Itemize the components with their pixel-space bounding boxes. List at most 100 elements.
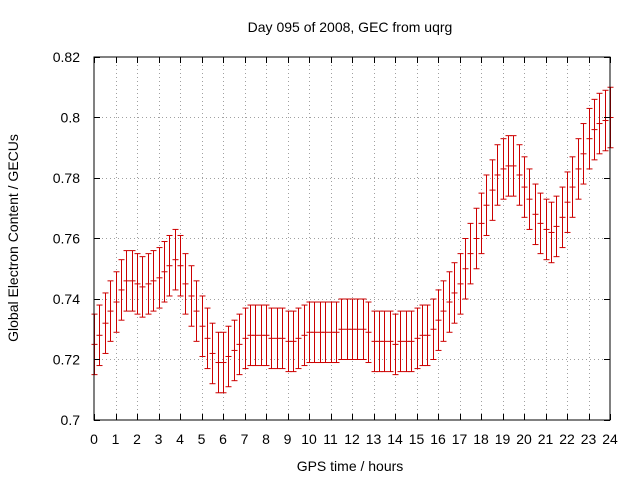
- error-bar: [435, 289, 442, 351]
- error-bar: [113, 271, 120, 333]
- error-bar: [199, 295, 206, 357]
- error-bar: [338, 298, 345, 360]
- x-tick-label: 23: [581, 431, 597, 447]
- error-bar: [139, 256, 146, 318]
- y-tick-label: 0.7: [61, 412, 81, 428]
- error-bar: [188, 265, 195, 327]
- error-bar: [236, 313, 243, 376]
- error-bar: [483, 174, 490, 236]
- error-bar: [489, 159, 496, 221]
- error-bar: [569, 156, 576, 218]
- error-bar: [182, 253, 189, 315]
- y-tick-label: 0.76: [53, 231, 80, 247]
- x-tick-label: 9: [284, 431, 292, 447]
- x-tick-label: 16: [430, 431, 446, 447]
- error-bar: [467, 222, 474, 285]
- error-bar: [311, 301, 318, 364]
- error-bar: [575, 138, 582, 200]
- error-bar: [365, 301, 372, 364]
- error-bar: [156, 247, 163, 309]
- x-tick-label: 15: [409, 431, 425, 447]
- error-bar: [102, 292, 109, 354]
- error-bar: [193, 280, 200, 342]
- error-bar: [161, 241, 168, 303]
- x-tick-label: 13: [366, 431, 382, 447]
- x-tick-label: 22: [559, 431, 575, 447]
- error-bar: [204, 307, 211, 370]
- error-bar: [510, 135, 517, 197]
- error-bar: [231, 319, 238, 382]
- error-bar: [279, 307, 286, 370]
- x-tick-label: 21: [538, 431, 554, 447]
- error-bar: [387, 310, 394, 373]
- error-bar: [440, 280, 447, 342]
- error-bar: [360, 298, 367, 360]
- error-bar: [559, 186, 566, 249]
- x-tick-label: 18: [473, 431, 489, 447]
- axis-ticks: 0 1 2 3 4 5 6 7 8 9 10 11 12 13 14 15 16 17 18 19 20 21 22 23 24…: [53, 49, 618, 447]
- x-tick-label: 19: [495, 431, 511, 447]
- x-tick-label: 11: [323, 431, 338, 447]
- error-bar: [150, 250, 157, 312]
- error-bar: [301, 304, 308, 367]
- error-bar: [494, 144, 501, 206]
- error-bar: [392, 313, 399, 376]
- error-bar: [564, 171, 571, 233]
- error-bar: [521, 156, 528, 218]
- error-bar: [268, 307, 275, 370]
- error-bar: [290, 310, 297, 373]
- error-bar: [580, 123, 587, 185]
- y-tick-label: 0.8: [61, 110, 81, 126]
- error-bar: [172, 228, 179, 291]
- error-bar: [457, 253, 464, 315]
- x-tick-label: 3: [155, 431, 163, 447]
- gec-series: [91, 86, 614, 394]
- x-tick-label: 5: [198, 431, 206, 447]
- error-bar: [263, 304, 270, 367]
- error-bar: [586, 107, 593, 170]
- y-tick-label: 0.72: [53, 352, 80, 368]
- error-bar: [500, 138, 507, 200]
- error-bar: [107, 280, 114, 342]
- error-bar: [225, 325, 232, 388]
- error-bar: [295, 307, 302, 370]
- error-bar: [532, 183, 539, 246]
- chart-title: Day 095 of 2008, GEC from uqrg: [248, 19, 453, 35]
- y-axis-label: Global Electron Content / GECUs: [5, 134, 21, 342]
- x-tick-label: 0: [90, 431, 98, 447]
- grid-lines: [94, 57, 610, 420]
- error-bar: [473, 207, 480, 270]
- error-bar: [537, 192, 544, 255]
- error-bar: [166, 234, 173, 297]
- y-tick-label: 0.74: [53, 291, 80, 307]
- error-bar: [209, 322, 216, 385]
- x-tick-label: 1: [112, 431, 120, 447]
- error-bar: [548, 201, 555, 264]
- error-bar: [252, 304, 259, 367]
- x-tick-label: 12: [344, 431, 360, 447]
- error-bar: [129, 250, 136, 312]
- error-bar: [516, 144, 523, 206]
- error-bar: [322, 301, 329, 364]
- error-bar: [478, 192, 485, 255]
- error-bar: [526, 168, 533, 230]
- x-axis-label: GPS time / hours: [297, 458, 404, 474]
- error-bar: [591, 98, 598, 161]
- error-bar: [274, 307, 281, 370]
- error-bar: [602, 89, 609, 152]
- error-bar: [118, 259, 125, 321]
- x-tick-label: 2: [133, 431, 141, 447]
- x-tick-label: 20: [516, 431, 532, 447]
- x-tick-label: 24: [602, 431, 618, 447]
- error-bar: [446, 271, 453, 333]
- error-bar: [414, 307, 421, 370]
- error-bar: [462, 238, 469, 300]
- error-bar: [333, 301, 340, 364]
- error-bar: [596, 92, 603, 155]
- x-tick-label: 6: [219, 431, 227, 447]
- x-tick-label: 4: [176, 431, 184, 447]
- x-tick-label: 17: [452, 431, 468, 447]
- error-bar: [381, 310, 388, 373]
